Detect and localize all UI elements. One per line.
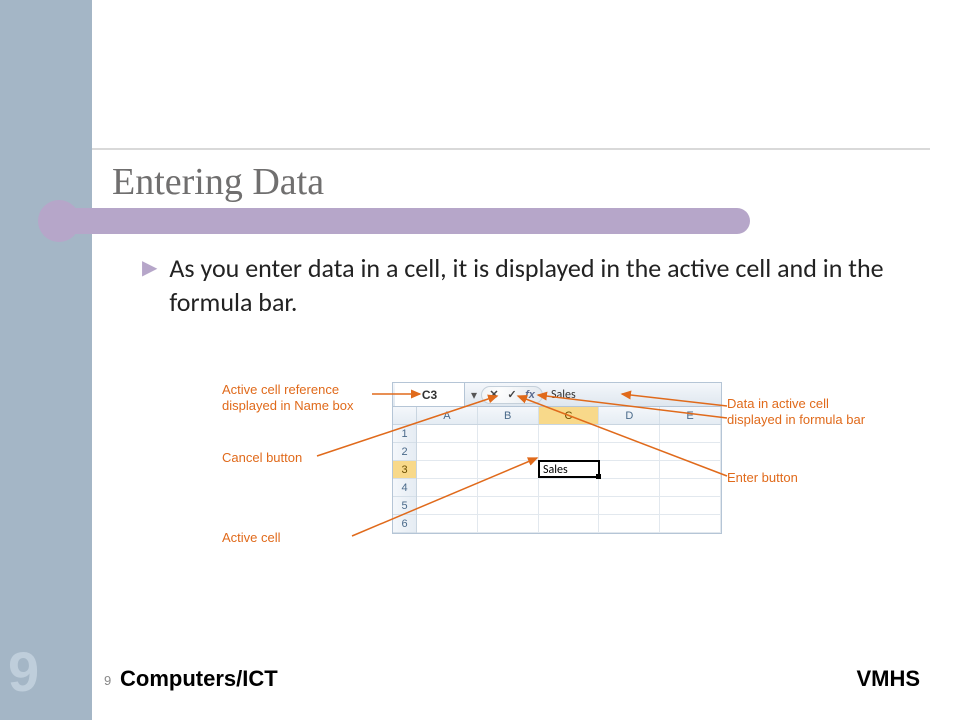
bullet-marker-icon: ▶ xyxy=(142,252,157,284)
namebox-dropdown-icon[interactable]: ▾ xyxy=(467,388,481,402)
excel-diagram: C3 ▾ ✕ ✓ fx Sales A B C D E 1 xyxy=(222,350,842,580)
active-cell[interactable]: Sales xyxy=(538,460,600,478)
fx-button-group: ✕ ✓ fx xyxy=(481,386,543,404)
grid: 1 2 3 4 5 6 Sales xyxy=(393,425,721,533)
slide-content: Entering Data ▶ As you enter data in a c… xyxy=(92,0,960,720)
col-header-a[interactable]: A xyxy=(417,407,478,424)
row-header-6[interactable]: 6 xyxy=(393,515,416,533)
column-headers: A B C D E xyxy=(393,407,721,425)
accent-bar xyxy=(50,208,750,234)
page-number-small: 9 xyxy=(104,673,111,688)
col-header-e[interactable]: E xyxy=(660,407,721,424)
footer-right: VMHS xyxy=(856,666,920,692)
name-box[interactable]: C3 xyxy=(395,383,465,406)
row-header-5[interactable]: 5 xyxy=(393,497,416,515)
row-header-4[interactable]: 4 xyxy=(393,479,416,497)
callout-cancel: Cancel button xyxy=(222,450,387,466)
top-divider xyxy=(92,148,930,150)
row-headers: 1 2 3 4 5 6 xyxy=(393,425,417,533)
bullet-item: ▶ As you enter data in a cell, it is dis… xyxy=(142,252,900,320)
enter-button[interactable]: ✓ xyxy=(504,388,520,401)
footer-left: Computers/ICT xyxy=(120,666,278,692)
col-header-c[interactable]: C xyxy=(539,407,600,424)
slide-title: Entering Data xyxy=(112,160,324,204)
callout-enter: Enter button xyxy=(727,470,877,486)
callout-activecell: Active cell xyxy=(222,530,387,546)
fx-button[interactable]: fx xyxy=(522,389,538,401)
row-header-1[interactable]: 1 xyxy=(393,425,416,443)
col-header-b[interactable]: B xyxy=(478,407,539,424)
left-sidebar xyxy=(0,0,92,720)
formula-bar[interactable]: Sales xyxy=(543,388,721,402)
cancel-button[interactable]: ✕ xyxy=(486,388,502,401)
callout-formulabar: Data in active cell displayed in formula… xyxy=(727,396,877,427)
excel-window: C3 ▾ ✕ ✓ fx Sales A B C D E 1 xyxy=(392,382,722,534)
formula-bar-row: C3 ▾ ✕ ✓ fx Sales xyxy=(393,383,721,407)
select-all-corner[interactable] xyxy=(393,407,417,424)
row-header-3[interactable]: 3 xyxy=(393,461,416,479)
bullet-text: As you enter data in a cell, it is displ… xyxy=(169,252,900,320)
page-number-large: 9 xyxy=(8,639,39,704)
callout-namebox: Active cell reference displayed in Name … xyxy=(222,382,387,413)
bullet-list: ▶ As you enter data in a cell, it is dis… xyxy=(142,252,900,320)
row-header-2[interactable]: 2 xyxy=(393,443,416,461)
cells-area[interactable]: Sales xyxy=(417,425,721,533)
col-header-d[interactable]: D xyxy=(599,407,660,424)
